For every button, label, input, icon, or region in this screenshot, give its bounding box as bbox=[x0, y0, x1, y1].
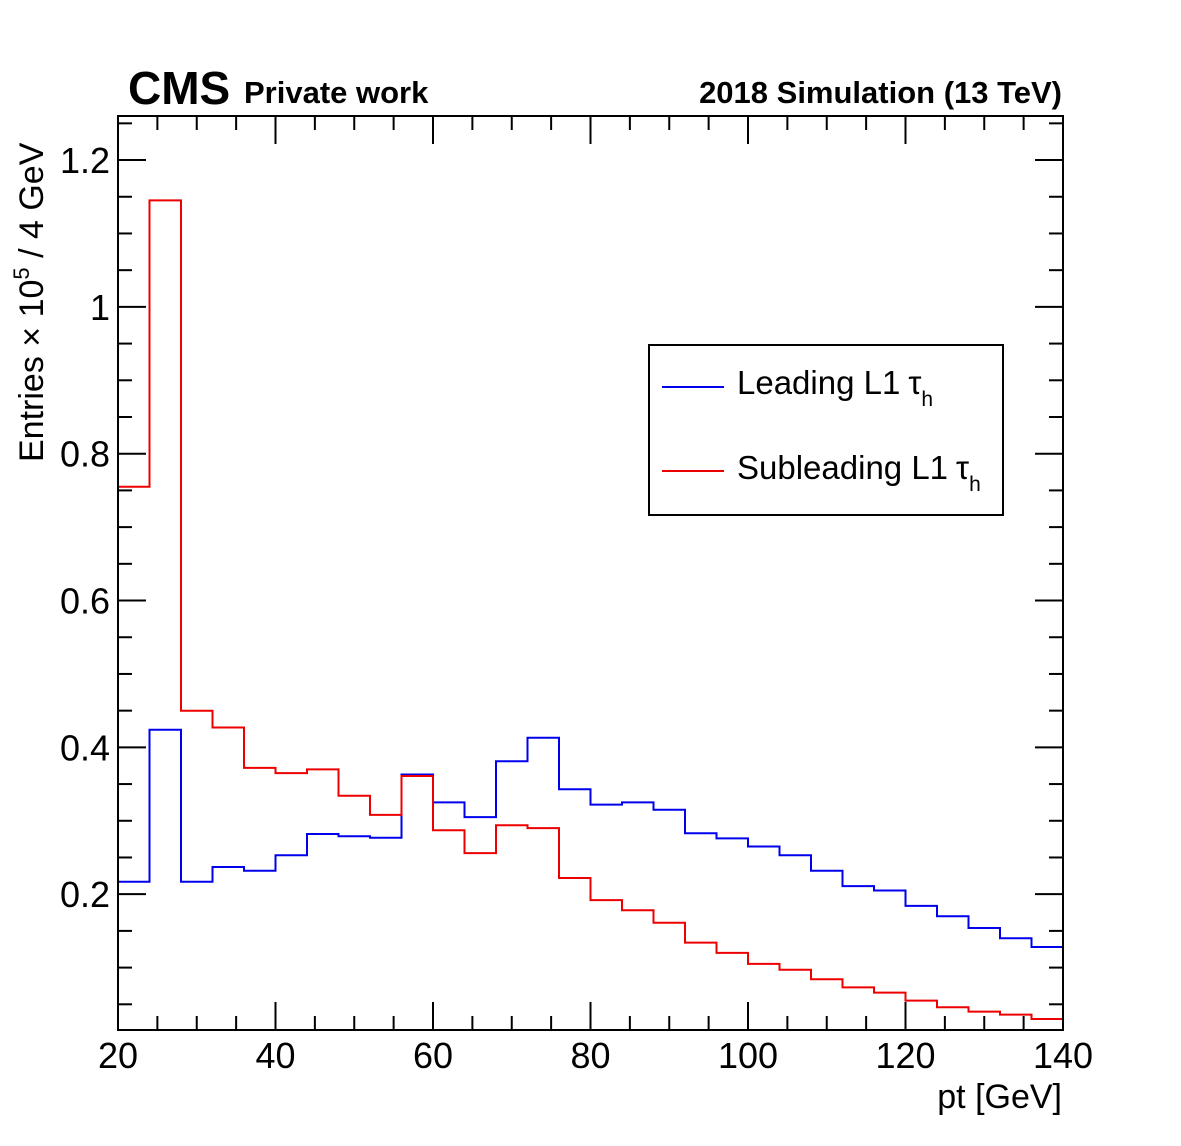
y-tick-label: 0.8 bbox=[60, 434, 110, 475]
x-axis-title: pt [GeV] bbox=[937, 1078, 1062, 1116]
y-axis-title-exponent: 5 bbox=[9, 267, 34, 279]
x-tick-label: 20 bbox=[98, 1035, 138, 1076]
run-info-label: 2018 Simulation (13 TeV) bbox=[699, 75, 1062, 110]
legend-label-leading-tau: τ bbox=[908, 364, 921, 401]
legend-label-subleading: Subleading L1 τh bbox=[737, 449, 981, 496]
axis-ticks bbox=[117, 116, 1064, 1030]
y-axis-title: Entries × 105 / 4 GeV bbox=[9, 142, 51, 462]
plot-frame bbox=[117, 115, 1064, 1031]
x-tick-labels: 20 40 60 80 100 120 140 bbox=[98, 1035, 1093, 1076]
x-tick-label: 40 bbox=[255, 1035, 295, 1076]
private-work-label: Private work bbox=[244, 75, 429, 110]
cms-label: CMS bbox=[128, 62, 230, 114]
y-axis-title-suffix: / 4 GeV bbox=[13, 142, 51, 267]
x-tick-label: 120 bbox=[875, 1035, 935, 1076]
legend-label-subleading-name: Subleading L1 bbox=[737, 449, 948, 486]
legend-label-leading: Leading L1 τh bbox=[737, 364, 933, 411]
y-tick-label: 0.4 bbox=[60, 727, 110, 768]
y-axis-title-prefix: Entries × 10 bbox=[13, 280, 51, 462]
y-tick-label: 0.2 bbox=[60, 874, 110, 915]
series-line-subleading bbox=[118, 199, 1063, 1020]
series-layer bbox=[118, 199, 1063, 1020]
x-tick-label: 60 bbox=[413, 1035, 453, 1076]
series-line-leading bbox=[118, 728, 1063, 948]
legend-label-subleading-sub: h bbox=[969, 473, 981, 496]
legend-label-leading-name: Leading L1 bbox=[737, 364, 900, 401]
legend-box bbox=[648, 344, 1004, 516]
y-tick-labels: 0.2 0.4 0.6 0.8 1 1.2 bbox=[60, 140, 110, 915]
x-tick-label: 140 bbox=[1033, 1035, 1093, 1076]
y-tick-label: 0.6 bbox=[60, 581, 110, 622]
legend: Leading L1 τh Subleading L1 τh bbox=[648, 344, 1004, 516]
y-tick-label: 1 bbox=[90, 287, 110, 328]
legend-label-leading-sub: h bbox=[921, 388, 933, 411]
legend-label-subleading-tau: τ bbox=[956, 449, 969, 486]
x-tick-label: 100 bbox=[718, 1035, 778, 1076]
x-tick-label: 80 bbox=[570, 1035, 610, 1076]
y-tick-label: 1.2 bbox=[60, 140, 110, 181]
